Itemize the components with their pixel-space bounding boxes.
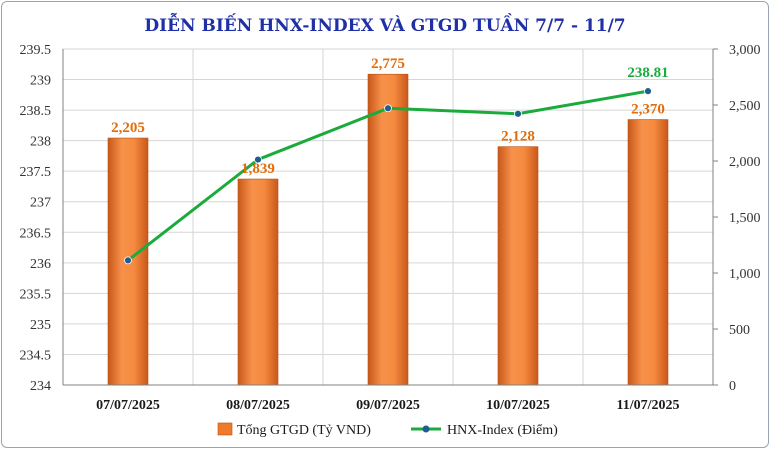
- bar-value-label: 1,839: [241, 161, 275, 177]
- right-tick-label: 2,500: [729, 99, 761, 114]
- bar-series: [107, 73, 669, 386]
- hnx-index-point: [514, 109, 522, 118]
- left-tick-label: 235: [30, 318, 51, 333]
- legend-bar-label: Tổng GTGD (Tỷ VND): [237, 423, 371, 438]
- right-tick-label: 2,000: [729, 155, 761, 170]
- bar-value-label: 2,775: [371, 56, 405, 72]
- hnx-index-point: [254, 155, 262, 164]
- bar: [497, 146, 539, 386]
- left-tick-label: 236: [30, 257, 51, 272]
- axes: 234 234.5 235 235.5 236 236.5 237 237.5 238 238.5…: [20, 43, 761, 413]
- bar: [627, 119, 669, 386]
- bar-value-label: 2,128: [501, 129, 535, 145]
- legend-line-label: HNX-Index (Điểm): [447, 423, 558, 438]
- category-label: 08/07/2025: [226, 398, 290, 413]
- right-tick-label: 1,000: [729, 267, 761, 282]
- category-label: 09/07/2025: [356, 398, 420, 413]
- bar-value-label: 2,205: [111, 120, 145, 136]
- bar: [237, 178, 279, 386]
- bar: [367, 73, 409, 386]
- line-series: [124, 87, 652, 265]
- data-labels: 2,205 1,839 2,775 2,128 2,370 238.81: [111, 56, 669, 177]
- right-tick-label: 3,000: [729, 43, 761, 58]
- chart-title: DIỄN BIẾN HNX-INDEX VÀ GTGD TUẦN 7/7 - 1…: [144, 13, 625, 36]
- bar-value-label: 2,370: [631, 102, 665, 118]
- hnx-index-point: [644, 87, 652, 96]
- left-tick-label: 239.5: [20, 43, 52, 58]
- left-tick-label: 239: [30, 74, 51, 89]
- legend-line-marker: [422, 425, 430, 433]
- left-tick-label: 237.5: [20, 165, 52, 180]
- hnx-index-point: [384, 104, 392, 113]
- left-tick-label: 238: [30, 135, 51, 150]
- category-label: 07/07/2025: [96, 398, 160, 413]
- category-label: 10/07/2025: [486, 398, 550, 413]
- left-tick-label: 234: [30, 379, 51, 394]
- right-tick-label: 0: [729, 379, 736, 394]
- left-tick-label: 238.5: [20, 104, 52, 119]
- category-label: 11/07/2025: [616, 398, 679, 413]
- left-tick-label: 236.5: [20, 226, 52, 241]
- left-tick-label: 234.5: [20, 348, 52, 363]
- left-tick-label: 237: [30, 196, 51, 211]
- line-value-label: 238.81: [627, 65, 668, 81]
- legend: Tổng GTGD (Tỷ VND) HNX-Index (Điểm): [217, 422, 558, 438]
- hnx-index-point: [124, 256, 132, 265]
- left-tick-label: 235.5: [20, 287, 52, 302]
- legend-bar-swatch: [217, 422, 233, 436]
- right-tick-label: 500: [729, 323, 750, 338]
- right-tick-label: 1,500: [729, 211, 761, 226]
